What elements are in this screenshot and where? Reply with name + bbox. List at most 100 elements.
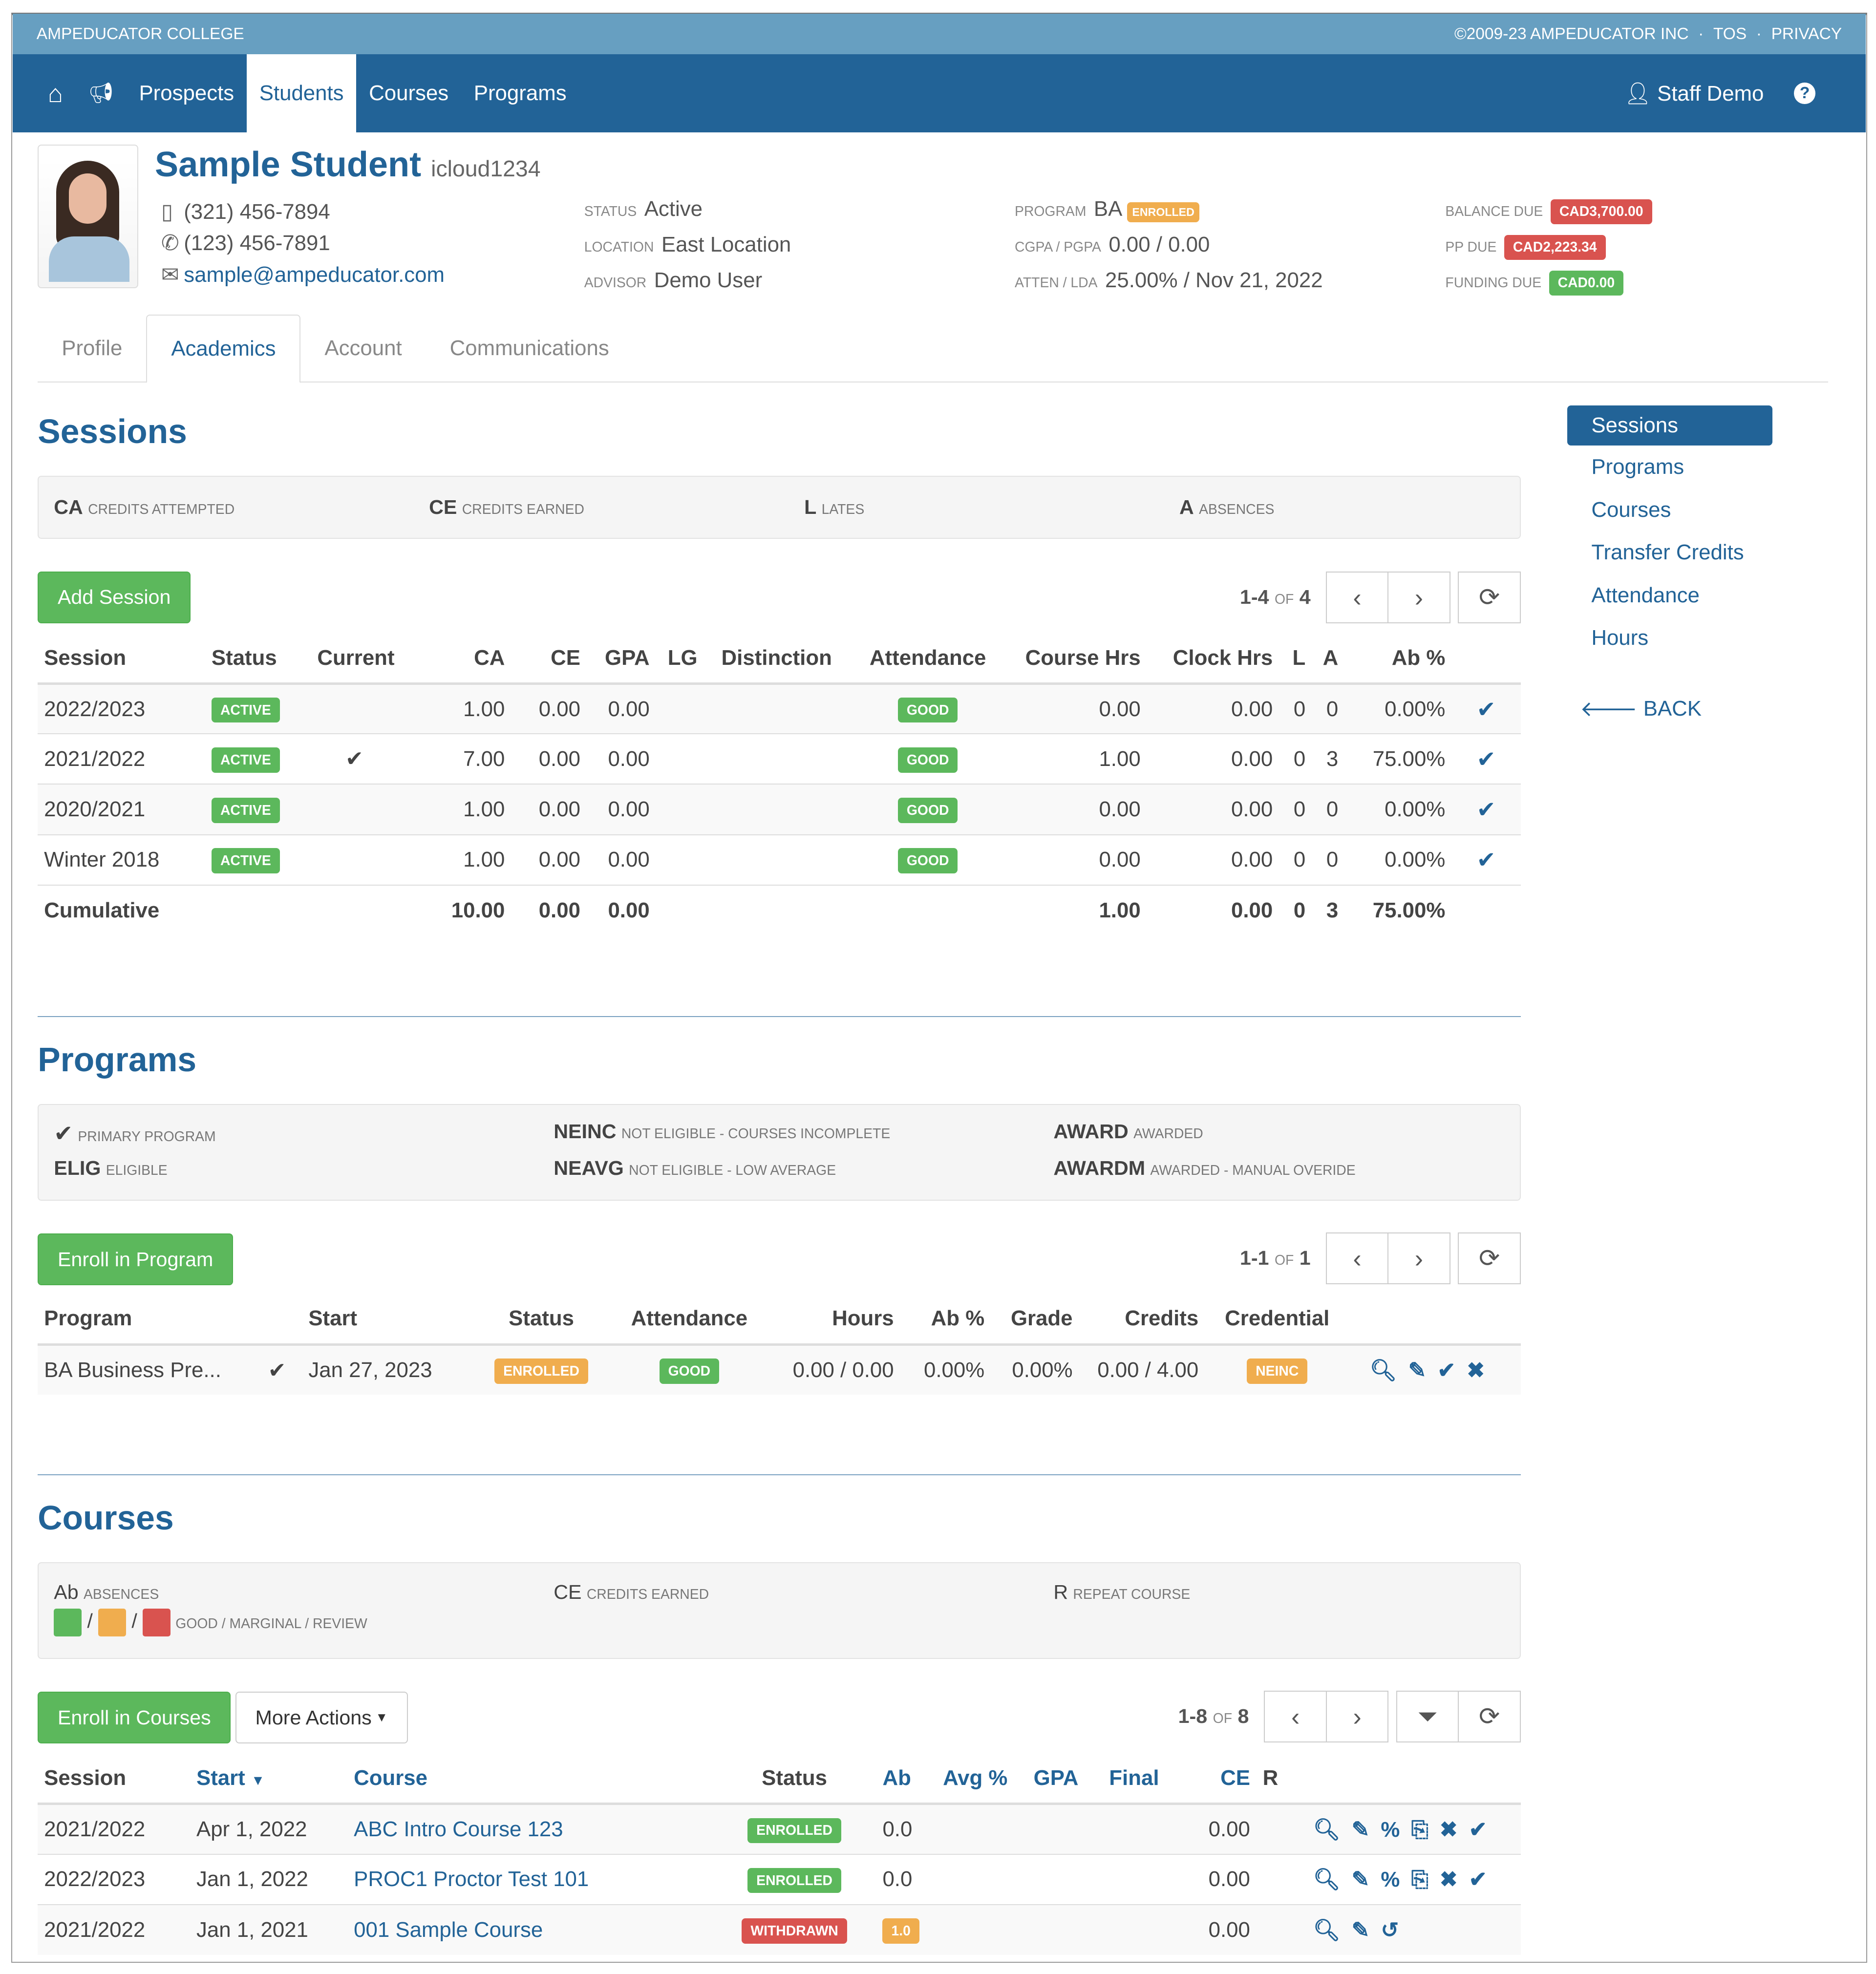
pp-badge: CAD2,223.34: [1504, 234, 1606, 260]
col-status: Status: [205, 633, 311, 685]
tab-academics[interactable]: Academics: [146, 315, 301, 383]
check-icon[interactable]: ✔: [1451, 834, 1521, 885]
close-icon[interactable]: ✖: [1439, 1818, 1458, 1842]
next-page-button[interactable]: ›: [1325, 1690, 1389, 1742]
page-count: 1-4 OF 4: [1239, 586, 1311, 609]
courses-pager: 1-8 OF 8 ‹ › ⏷ ⟳: [1178, 1690, 1521, 1742]
main-nav: ⌂ 📢︎ Prospects Students Courses Programs…: [12, 54, 1866, 132]
refresh-button[interactable]: ⟳: [1458, 571, 1521, 623]
copy-icon[interactable]: ⎘: [1411, 1818, 1428, 1842]
pencil-icon[interactable]: ✎: [1408, 1358, 1427, 1382]
program-credits: 0.00 / 4.00: [1079, 1344, 1205, 1395]
check-icon[interactable]: ✔: [1469, 1868, 1487, 1892]
search-icon[interactable]: 🔍︎: [1313, 1868, 1341, 1892]
col-start[interactable]: Start ▼: [190, 1753, 348, 1805]
home-icon[interactable]: ⌂: [47, 79, 64, 107]
col-attendance: Attendance: [617, 1294, 762, 1346]
nav-students[interactable]: Students: [246, 54, 357, 132]
table-row: 2020/2021 ACTIVE 1.00 0.00 0.00 GOOD 0.0…: [38, 784, 1521, 835]
back-link[interactable]: 🡐 BACK: [1567, 687, 1772, 730]
filter-icon[interactable]: ⏷: [1396, 1690, 1459, 1742]
percent-icon[interactable]: %: [1381, 1868, 1400, 1892]
legend-key: CE: [554, 1581, 582, 1604]
col-session: Session: [38, 633, 206, 685]
col-ab[interactable]: Ab: [876, 1753, 937, 1805]
absences: 0: [1312, 683, 1345, 734]
prev-page-button[interactable]: ‹: [1325, 1232, 1389, 1284]
next-page-button[interactable]: ›: [1387, 571, 1450, 623]
pencil-icon[interactable]: ✎: [1351, 1818, 1370, 1842]
side-programs[interactable]: Programs: [1591, 455, 1684, 479]
side-courses[interactable]: Courses: [1591, 497, 1671, 522]
course-link[interactable]: ABC Intro Course 123: [347, 1803, 713, 1854]
attendance-badge: GOOD: [897, 747, 958, 773]
megaphone-icon[interactable]: 📢︎: [88, 81, 114, 104]
percent-icon[interactable]: %: [1381, 1818, 1400, 1842]
nav-courses[interactable]: Courses: [369, 81, 449, 105]
legend-desc: LATES: [821, 502, 865, 518]
check-icon[interactable]: ✔: [1451, 733, 1521, 785]
col-r: R: [1256, 1753, 1307, 1805]
check-icon[interactable]: ✔: [1437, 1358, 1456, 1382]
course-link[interactable]: 001 Sample Course: [347, 1904, 713, 1955]
search-icon[interactable]: 🔍︎: [1313, 1818, 1341, 1842]
courses-heading: Courses: [38, 1498, 174, 1537]
check-icon[interactable]: ✔: [1451, 784, 1521, 835]
side-attendance[interactable]: Attendance: [1591, 583, 1700, 607]
side-sessions[interactable]: Sessions: [1567, 405, 1773, 446]
legend-desc: NOT ELIGIBLE - COURSES INCOMPLETE: [621, 1125, 891, 1142]
col-ca: CA: [442, 633, 512, 685]
col-course[interactable]: Course: [347, 1753, 713, 1805]
side-hours[interactable]: Hours: [1591, 626, 1649, 650]
advisor-value: Demo User: [654, 268, 763, 293]
col-final[interactable]: Final: [1103, 1753, 1191, 1805]
search-icon[interactable]: 🔍︎: [1369, 1358, 1397, 1382]
copy-icon[interactable]: ⎘: [1411, 1868, 1428, 1892]
user-menu[interactable]: 👤︎ Staff Demo: [1624, 81, 1764, 106]
pencil-icon[interactable]: ✎: [1351, 1868, 1370, 1892]
legend-key: AWARD: [1053, 1120, 1129, 1143]
college-name: AMPEDUCATOR COLLEGE: [36, 24, 244, 43]
pencil-icon[interactable]: ✎: [1351, 1918, 1370, 1943]
close-icon[interactable]: ✖: [1467, 1358, 1485, 1382]
tab-account[interactable]: Account: [324, 336, 402, 360]
email-link[interactable]: sample@ampeducator.com: [184, 262, 445, 287]
col-avg[interactable]: Avg %: [937, 1753, 1027, 1805]
side-transfer-credits[interactable]: Transfer Credits: [1591, 540, 1744, 565]
enroll-program-button[interactable]: Enroll in Program: [38, 1233, 233, 1286]
cumulative-row: Cumulative 10.00 0.00 0.00 1.00 0.00 0 3…: [38, 884, 1521, 935]
close-icon[interactable]: ✖: [1439, 1868, 1458, 1892]
add-session-button[interactable]: Add Session: [38, 571, 191, 623]
sep: ·: [1756, 24, 1762, 43]
col-gpa[interactable]: GPA: [1027, 1753, 1103, 1805]
check-icon[interactable]: ✔: [1451, 683, 1521, 734]
page-count: 1-1 OF 1: [1239, 1247, 1311, 1270]
atten-label: ATTEN / LDA: [1015, 275, 1098, 291]
next-page-button[interactable]: ›: [1387, 1232, 1450, 1284]
refresh-button[interactable]: ⟳: [1458, 1232, 1521, 1284]
ab-value: 0.0: [882, 1867, 913, 1891]
tab-communications[interactable]: Communications: [449, 336, 609, 360]
help-icon[interactable]: ?: [1794, 82, 1816, 104]
tab-profile[interactable]: Profile: [62, 336, 123, 360]
refresh-button[interactable]: ⟳: [1458, 1690, 1521, 1742]
legend-key: A: [1179, 496, 1194, 519]
more-actions-dropdown[interactable]: More Actions ▼: [235, 1692, 408, 1744]
atten-value: 25.00% / Nov 21, 2022: [1105, 268, 1323, 293]
prev-page-button[interactable]: ‹: [1325, 571, 1389, 623]
col-ce[interactable]: CE: [1191, 1753, 1257, 1805]
course-link[interactable]: PROC1 Proctor Test 101: [347, 1853, 713, 1905]
tos-link[interactable]: TOS: [1713, 24, 1747, 43]
ce: 0.00: [511, 733, 587, 785]
privacy-link[interactable]: PRIVACY: [1771, 24, 1842, 43]
nav-prospects[interactable]: Prospects: [139, 81, 234, 105]
prev-page-button[interactable]: ‹: [1264, 1690, 1327, 1742]
program-name: BA Business Pre...: [38, 1344, 252, 1395]
undo-icon[interactable]: ↺: [1381, 1918, 1399, 1943]
nav-programs[interactable]: Programs: [473, 81, 567, 105]
enroll-courses-button[interactable]: Enroll in Courses: [38, 1692, 231, 1744]
legend-key: L: [804, 496, 817, 519]
search-icon[interactable]: 🔍︎: [1313, 1918, 1341, 1943]
course-session: 2022/2023: [38, 1853, 191, 1905]
check-icon[interactable]: ✔: [1469, 1818, 1487, 1842]
